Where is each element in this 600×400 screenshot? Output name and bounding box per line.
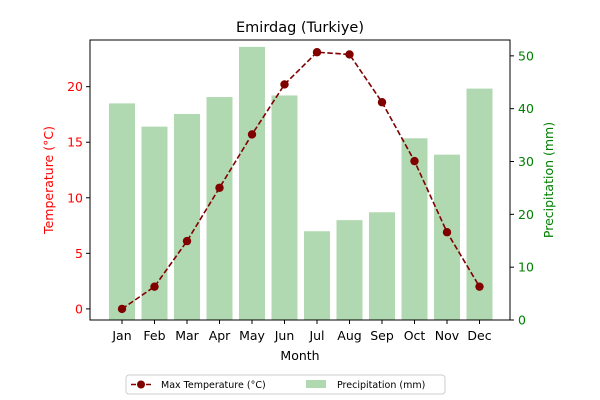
- right-axis-label: Precipitation (mm): [541, 122, 556, 238]
- temperature-point-sep: [377, 98, 387, 107]
- precipitation-bar-mar: [174, 113, 200, 320]
- left-axis-ticks: 0 5 10 15 20: [67, 79, 90, 316]
- x-axis-ticks: Jan Feb Mar Apr May Jun Jul Aug Sep Oct Nov Dec: [111, 320, 492, 343]
- right-tick-label: 10: [518, 260, 534, 275]
- temperature-point-mar: [182, 236, 192, 246]
- precipitation-bar-sep: [369, 212, 395, 320]
- precipitation-bar-jun: [271, 95, 298, 320]
- x-tick-label-jun: Jun: [274, 328, 295, 343]
- temperature-point-feb: [150, 282, 159, 291]
- right-axis-ticks: 0 10 20 30 40 50: [510, 48, 534, 328]
- precipitation-bar-oct: [401, 138, 428, 320]
- precipitation-bar-jan: [109, 103, 135, 320]
- temperature-point-jun: [280, 80, 289, 89]
- x-tick-label-oct: Oct: [404, 328, 426, 343]
- precipitation-bar-aug: [336, 220, 363, 320]
- precipitation-bar-apr: [206, 97, 233, 320]
- temperature-line-layer: [117, 48, 484, 314]
- precipitation-bar-jul: [304, 231, 330, 320]
- temperature-point-may: [247, 130, 257, 139]
- right-tick-label: 0: [518, 313, 526, 328]
- x-tick-label-may: May: [239, 328, 265, 343]
- temperature-point-nov: [442, 228, 452, 237]
- precipitation-bar-feb: [141, 126, 168, 320]
- left-tick-label: 10: [67, 190, 83, 205]
- left-tick-label: 15: [67, 135, 83, 150]
- right-tick-label: 30: [518, 154, 534, 169]
- left-tick-label: 20: [67, 79, 83, 94]
- x-tick-label-nov: Nov: [435, 328, 460, 343]
- left-tick-label: 5: [75, 246, 83, 261]
- temperature-point-aug: [345, 50, 354, 59]
- legend-line-marker: [137, 380, 145, 389]
- x-tick-label-apr: Apr: [209, 328, 231, 343]
- x-tick-label-mar: Mar: [175, 328, 199, 343]
- chart-title: Emirdag (Turkiye): [236, 20, 364, 36]
- precipitation-bar-nov: [434, 154, 460, 320]
- temperature-point-oct: [410, 156, 419, 166]
- legend-label-precipitation: Precipitation (mm): [337, 380, 425, 391]
- x-tick-label-jan: Jan: [111, 328, 131, 343]
- right-tick-label: 50: [518, 48, 534, 63]
- temperature-point-dec: [475, 282, 484, 291]
- legend: Max Temperature (°C) Precipitation (mm): [125, 374, 446, 395]
- x-axis-label: Month: [280, 348, 319, 363]
- temperature-point-jan: [117, 304, 127, 314]
- x-tick-label-feb: Feb: [143, 328, 165, 343]
- legend-bar-swatch: [306, 380, 326, 388]
- x-tick-label-jul: Jul: [308, 328, 324, 343]
- legend-label-temperature: Max Temperature (°C): [161, 380, 266, 391]
- plot-frame: [89, 39, 511, 321]
- left-tick-label: 0: [75, 301, 83, 316]
- temperature-point-apr: [215, 183, 224, 192]
- x-tick-label-dec: Dec: [467, 328, 491, 343]
- x-tick-label-sep: Sep: [370, 328, 394, 343]
- right-tick-label: 40: [518, 101, 534, 116]
- temperature-point-jul: [312, 48, 322, 57]
- precipitation-bars: [109, 46, 493, 321]
- x-tick-label-aug: Aug: [337, 328, 361, 343]
- temperature-line: [121, 51, 481, 310]
- right-tick-label: 20: [518, 207, 534, 222]
- precipitation-bar-may: [239, 46, 265, 321]
- legend-frame: [125, 374, 446, 395]
- left-axis-label: Temperature (°C): [41, 126, 56, 235]
- precipitation-bar-dec: [466, 88, 493, 320]
